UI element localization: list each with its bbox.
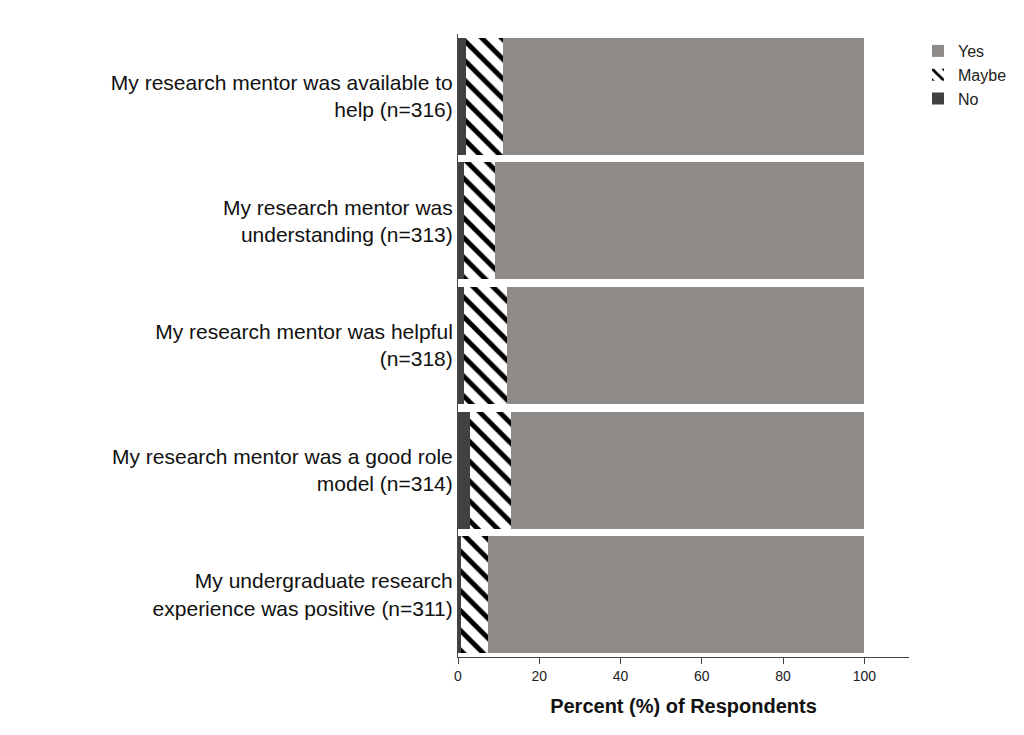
svg-text:Yes: Yes [958,43,984,60]
svg-text:My research mentor wasundersta: My research mentor wasunderstanding (n=3… [223,196,453,246]
svg-text:100: 100 [853,668,877,684]
svg-text:My research mentor was availab: My research mentor was available tohelp … [111,71,453,121]
svg-text:80: 80 [775,668,791,684]
svg-text:Percent (%) of Respondents: Percent (%) of Respondents [550,695,817,717]
svg-text:My research mentor was a good: My research mentor was a good rolemodel … [112,445,453,495]
svg-text:My research mentor was helpful: My research mentor was helpful(n=318) [155,320,453,370]
svg-text:0: 0 [454,668,462,684]
svg-text:My undergraduate researchexper: My undergraduate researchexperience was … [153,569,453,619]
svg-text:20: 20 [531,668,547,684]
svg-text:No: No [958,91,979,108]
svg-text:Maybe: Maybe [958,67,1006,84]
svg-text:60: 60 [694,668,710,684]
svg-text:40: 40 [613,668,629,684]
